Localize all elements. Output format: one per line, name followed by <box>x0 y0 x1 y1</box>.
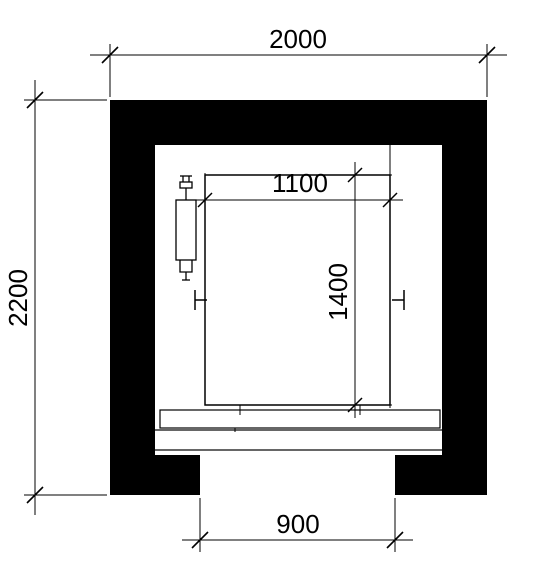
shaft-wall <box>110 100 487 495</box>
dim-cab-width-label: 1100 <box>272 168 328 198</box>
dim-door-width-label: 900 <box>276 509 319 539</box>
dim-cab-depth-label: 1400 <box>323 263 353 321</box>
dim-shaft-height <box>24 80 107 515</box>
sill-upper <box>160 410 440 428</box>
wall-bottom-right <box>395 455 487 495</box>
door-sills <box>150 405 450 450</box>
wall-right <box>442 100 487 495</box>
elevator-plan-drawing: 2000 2200 1100 1400 900 <box>0 0 534 588</box>
wall-bottom-left <box>110 455 200 495</box>
dim-shaft-width-label: 2000 <box>269 24 327 54</box>
wall-top <box>110 100 487 145</box>
counterweight-symbol <box>176 176 196 280</box>
sill-lower <box>150 430 450 450</box>
wall-left <box>110 100 155 495</box>
dim-shaft-height-label: 2200 <box>3 269 33 327</box>
guide-rail-right <box>392 290 404 310</box>
cab-outline <box>205 175 390 405</box>
